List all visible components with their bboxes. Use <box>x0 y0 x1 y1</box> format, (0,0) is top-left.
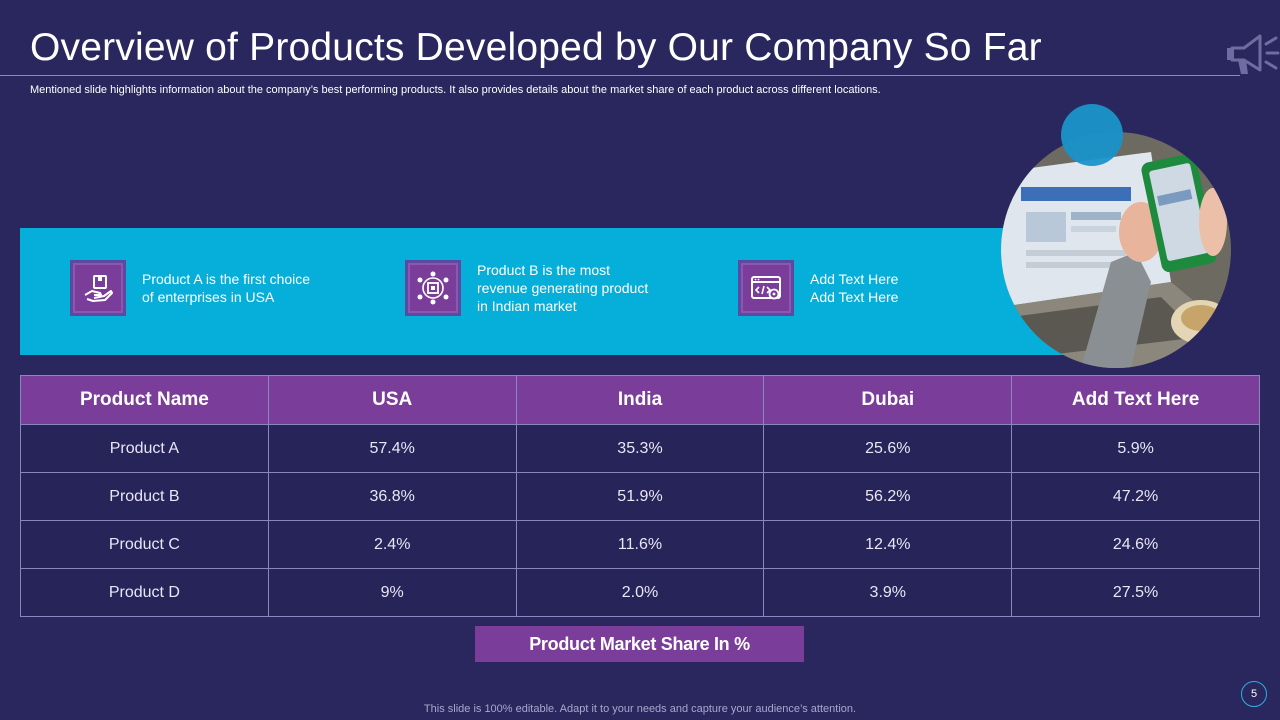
table-cell: 11.6% <box>515 520 765 569</box>
table-cell: 9% <box>267 568 517 617</box>
table-cell: Product B <box>20 472 269 521</box>
feature-item-3: Add Text Here Add Text Here <box>738 260 898 316</box>
table-cell: 56.2% <box>763 472 1013 521</box>
feature-item-2: Product B is the most revenue generating… <box>405 260 648 316</box>
hand-box-icon <box>70 260 126 316</box>
table-cell: Product D <box>20 568 269 617</box>
table-cell: Product A <box>20 424 269 473</box>
table-header-row: Product Name USA India Dubai Add Text He… <box>20 375 1260 425</box>
header-dubai: Dubai <box>763 375 1013 425</box>
header-india: India <box>515 375 765 425</box>
slide-title: Overview of Products Developed by Our Co… <box>30 26 1042 69</box>
table-cell: 51.9% <box>515 472 765 521</box>
slide-subtitle: Mentioned slide highlights information a… <box>30 84 881 96</box>
table-row: Product B 36.8% 51.9% 56.2% 47.2% <box>20 472 1260 521</box>
laptop-phone-photo <box>1001 132 1231 368</box>
highlight-band <box>20 228 1080 355</box>
table-row: Product A 57.4% 35.3% 25.6% 5.9% <box>20 424 1260 473</box>
feature-item-1: Product A is the first choice of enterpr… <box>70 260 310 316</box>
page-number: 5 <box>1241 681 1267 707</box>
feature-text-3: Add Text Here Add Text Here <box>810 271 899 305</box>
table-cell: 27.5% <box>1011 568 1260 617</box>
header-add-text: Add Text Here <box>1011 375 1260 425</box>
table-cell: 57.4% <box>267 424 517 473</box>
header-product-name: Product Name <box>20 375 269 425</box>
network-chip-icon <box>405 260 461 316</box>
table-cell: 36.8% <box>267 472 517 521</box>
megaphone-icon <box>1227 34 1280 74</box>
table-cell: 12.4% <box>763 520 1013 569</box>
table-cell: Product C <box>20 520 269 569</box>
header-usa: USA <box>267 375 517 425</box>
table-cell: 24.6% <box>1011 520 1260 569</box>
market-share-table: Product Name USA India Dubai Add Text He… <box>20 375 1260 617</box>
table-row: Product D 9% 2.0% 3.9% 27.5% <box>20 568 1260 617</box>
table-cell: 2.4% <box>267 520 517 569</box>
table-caption: Product Market Share In % <box>475 626 804 662</box>
table-cell: 5.9% <box>1011 424 1260 473</box>
table-row: Product C 2.4% 11.6% 12.4% 24.6% <box>20 520 1260 569</box>
slide-footer: This slide is 100% editable. Adapt it to… <box>423 703 857 715</box>
table-cell: 35.3% <box>515 424 765 473</box>
table-cell: 47.2% <box>1011 472 1260 521</box>
table-cell: 2.0% <box>515 568 765 617</box>
table-cell: 3.9% <box>763 568 1013 617</box>
browser-code-gear-icon <box>738 260 794 316</box>
feature-text-2: Product B is the most revenue generating… <box>477 262 649 314</box>
decorative-circle <box>1061 104 1123 166</box>
title-divider <box>0 75 1240 76</box>
table-cell: 25.6% <box>763 424 1013 473</box>
feature-text-1: Product A is the first choice of enterpr… <box>142 271 311 305</box>
